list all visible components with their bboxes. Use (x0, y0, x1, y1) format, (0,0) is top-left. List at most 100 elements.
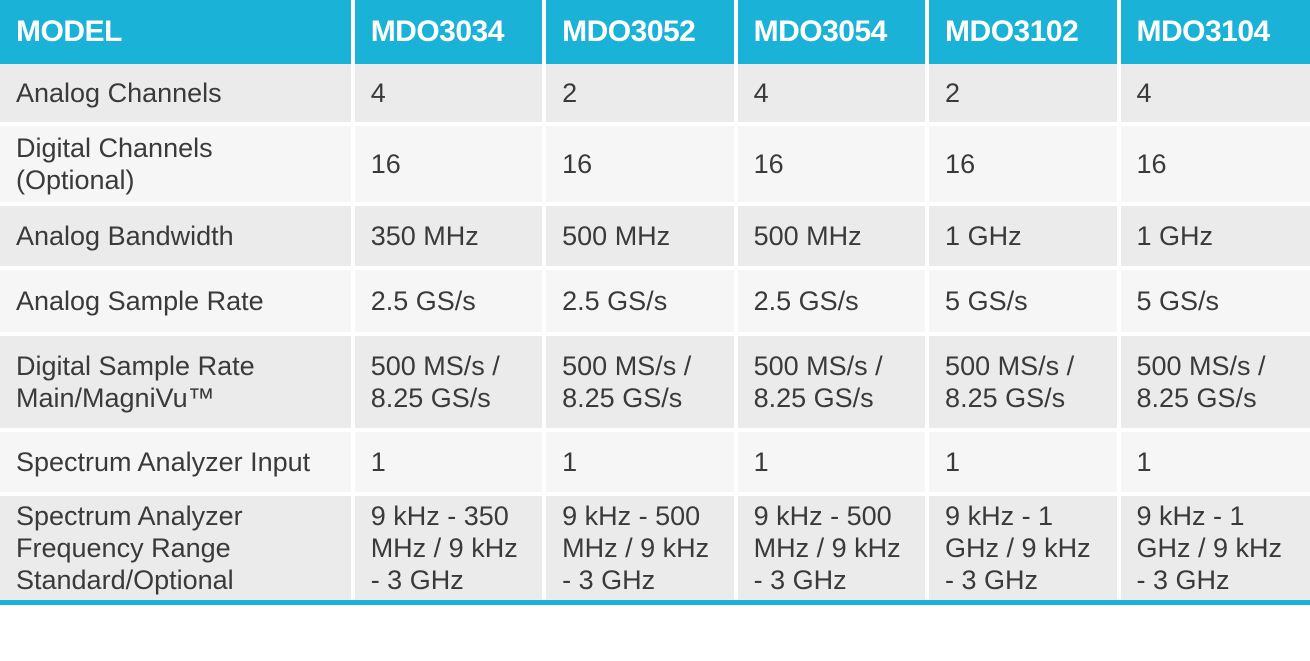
row-label-line: Spectrum Analyzer (16, 500, 243, 531)
value-cell: 1 GHz (1118, 204, 1310, 270)
value-line: 9 kHz - 1 (1136, 500, 1245, 531)
value-line: 8.25 GS/s (562, 383, 683, 413)
value-line: 16 (562, 149, 593, 179)
value-line: 500 MS/s / (945, 351, 1075, 381)
table-row: Analog Bandwidth 350 MHz 500 MHz 500 MHz 1 G… (0, 204, 1310, 270)
header-row: MODEL MDO3034 MDO3052 MDO3054 MDO3102 MDO310… (0, 0, 1310, 64)
row-label-line: Frequency Range (16, 532, 231, 563)
value-line: 500 MS/s / (370, 351, 500, 381)
row-label-line: Analog Sample Rate (16, 286, 264, 316)
value-cell: 9 kHz - 500 MHz / 9 kHz - 3 GHz (735, 494, 930, 605)
value-line: 5 GS/s (945, 286, 1028, 316)
value-line: - 3 GHz (562, 564, 656, 595)
value-line: MHz / 9 kHz (370, 532, 518, 563)
value-line: 500 MS/s / (562, 351, 692, 381)
row-label: Spectrum Analyzer Input (0, 430, 355, 496)
value-line: 500 MS/s / (1136, 351, 1266, 381)
row-label-line: Digital Sample Rate (16, 351, 255, 381)
row-label: Digital Channels (Optional) (0, 124, 355, 206)
value-cell: 2.5 GS/s (352, 268, 547, 336)
value-line: MHz / 9 kHz (753, 532, 901, 563)
value-cell: 500 MS/s /8.25 GS/s (735, 334, 930, 432)
spec-table: MODEL MDO3034 MDO3052 MDO3054 MDO3102 MDO310… (0, 0, 1310, 605)
value-cell: 16 (927, 124, 1121, 206)
row-label-line: (Optional) (16, 165, 135, 195)
value-cell: 4 (1118, 64, 1310, 126)
value-cell: 500 MHz (735, 204, 930, 270)
value-line: 16 (1136, 149, 1167, 179)
value-cell: 500 MS/s /8.25 GS/s (352, 334, 547, 432)
header-cell-mdo3104: MDO3104 (1118, 0, 1310, 64)
value-cell: 2.5 GS/s (544, 268, 738, 336)
value-line: - 3 GHz (945, 564, 1039, 595)
value-line: 9 kHz - 350 (370, 500, 509, 531)
value-line: 350 MHz (370, 221, 479, 251)
row-label-line: Analog Channels (16, 78, 222, 108)
value-cell: 16 (735, 124, 930, 206)
value-line: 2.5 GS/s (370, 286, 476, 316)
value-line: 8.25 GS/s (753, 383, 874, 413)
row-label-line: Digital Channels (16, 133, 213, 163)
value-cell: 4 (735, 64, 930, 126)
row-label: Spectrum Analyzer Frequency Range Standard… (0, 494, 355, 605)
value-cell: 500 MS/s /8.25 GS/s (544, 334, 738, 432)
value-cell: 500 MS/s /8.25 GS/s (927, 334, 1121, 432)
header-cell-mdo3102: MDO3102 (927, 0, 1121, 64)
value-line: 2.5 GS/s (753, 286, 859, 316)
value-cell: 1 (544, 430, 738, 496)
value-cell: 1 (735, 430, 930, 496)
value-line: 1 GHz (1136, 221, 1214, 251)
value-line: GHz / 9 kHz (1136, 532, 1283, 563)
value-cell: 1 (927, 430, 1121, 496)
value-line: 1 (562, 447, 578, 477)
value-line: - 3 GHz (370, 564, 464, 595)
value-cell: 350 MHz (352, 204, 547, 270)
value-cell: 9 kHz - 500 MHz / 9 kHz - 3 GHz (544, 494, 738, 605)
value-line: 8.25 GS/s (945, 383, 1066, 413)
value-line: 4 (1136, 78, 1152, 108)
value-cell: 500 MS/s /8.25 GS/s (1118, 334, 1310, 432)
value-cell: 2 (544, 64, 738, 126)
value-line: 500 MS/s / (753, 351, 883, 381)
table-row: Digital Sample Rate Main/MagniVu™ 500 MS/s… (0, 334, 1310, 432)
table-row: Analog Sample Rate 2.5 GS/s 2.5 GS/s 2.5 GS… (0, 268, 1310, 336)
row-label-line: Spectrum Analyzer Input (16, 447, 311, 477)
table-row: Spectrum Analyzer Input 1 1 1 1 1 (0, 430, 1310, 496)
value-line: 16 (753, 149, 784, 179)
value-cell: 1 (1118, 430, 1310, 496)
value-line: 4 (753, 78, 769, 108)
header-cell-mdo3054: MDO3054 (735, 0, 930, 64)
value-line: 1 (1136, 447, 1152, 477)
value-cell: 1 (352, 430, 547, 496)
value-line: - 3 GHz (1136, 564, 1230, 595)
value-line: 500 MHz (753, 221, 862, 251)
value-line: 2 (562, 78, 578, 108)
value-cell: 4 (352, 64, 547, 126)
value-line: 5 GS/s (1136, 286, 1220, 316)
value-cell: 5 GS/s (1118, 268, 1310, 336)
value-cell: 9 kHz - 1 GHz / 9 kHz - 3 GHz (1118, 494, 1310, 605)
row-label-line: Analog Bandwidth (16, 221, 234, 251)
value-line: 8.25 GS/s (370, 383, 491, 413)
row-label: Digital Sample Rate Main/MagniVu™ (0, 334, 355, 432)
header-cell-mdo3034: MDO3034 (352, 0, 547, 64)
row-label: Analog Sample Rate (0, 268, 355, 336)
value-cell: 9 kHz - 350 MHz / 9 kHz - 3 GHz (352, 494, 547, 605)
row-label: Analog Bandwidth (0, 204, 355, 270)
value-line: 8.25 GS/s (1136, 383, 1257, 413)
value-line: 16 (370, 149, 401, 179)
value-line: 1 (370, 447, 386, 477)
value-line: 9 kHz - 1 (945, 500, 1054, 531)
table-row: Analog Channels 4 2 4 2 4 (0, 64, 1310, 126)
value-cell: 2 (927, 64, 1121, 126)
value-cell: 16 (352, 124, 547, 206)
table-body: Analog Channels 4 2 4 2 4 Digital Channels (Opt… (0, 64, 1310, 605)
value-line: 1 (753, 447, 769, 477)
row-label-line: Main/MagniVu™ (16, 383, 215, 413)
header-cell-model: MODEL (0, 0, 355, 64)
value-line: - 3 GHz (753, 564, 847, 595)
value-line: 500 MHz (562, 221, 671, 251)
value-cell: 5 GS/s (927, 268, 1121, 336)
value-line: 2 (945, 78, 961, 108)
value-line: 16 (945, 149, 976, 179)
